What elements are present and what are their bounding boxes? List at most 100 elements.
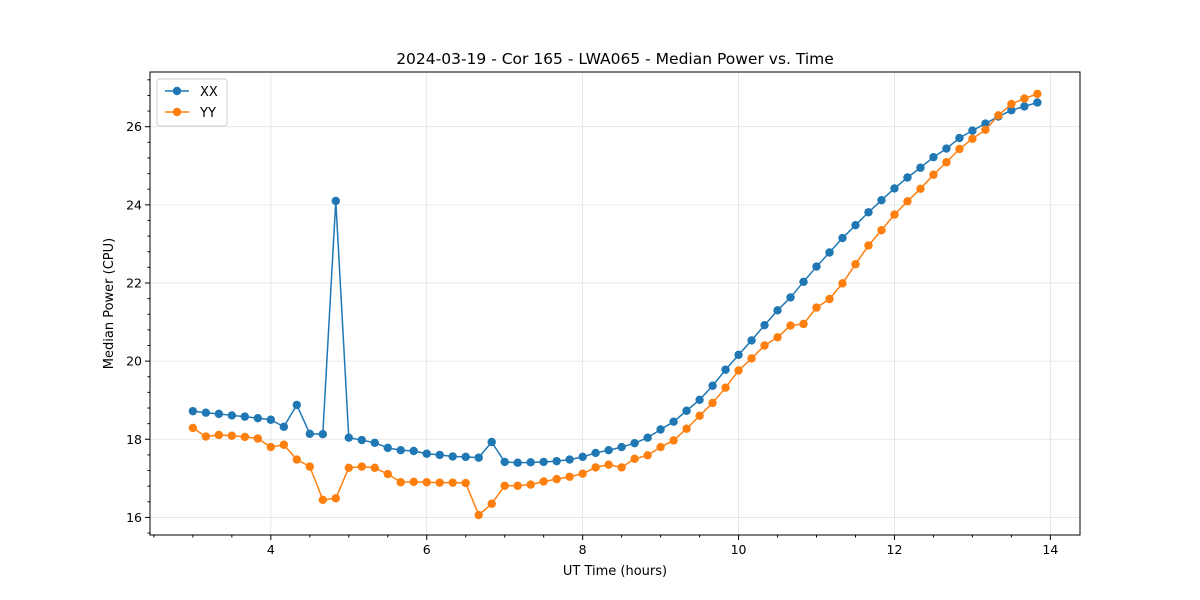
data-point-xx bbox=[279, 422, 289, 431]
data-point-xx bbox=[305, 429, 315, 438]
data-point-xx bbox=[812, 262, 821, 271]
data-point-yy bbox=[227, 431, 237, 440]
data-point-yy bbox=[435, 478, 444, 487]
data-point-yy bbox=[994, 111, 1003, 120]
data-point-yy bbox=[214, 430, 224, 440]
data-point-xx bbox=[591, 448, 600, 458]
data-point-yy bbox=[617, 463, 626, 472]
data-point-yy bbox=[331, 494, 340, 503]
data-point-xx bbox=[266, 415, 276, 424]
data-point-yy bbox=[201, 432, 211, 441]
data-point-yy bbox=[864, 241, 873, 250]
data-point-xx bbox=[877, 195, 886, 205]
data-point-yy bbox=[422, 478, 431, 487]
data-point-xx bbox=[786, 293, 795, 302]
data-point-xx bbox=[552, 456, 561, 466]
data-point-yy bbox=[396, 478, 405, 487]
data-point-yy bbox=[812, 303, 821, 312]
data-point-yy bbox=[708, 398, 717, 408]
data-point-xx bbox=[370, 438, 379, 447]
data-point-yy bbox=[344, 463, 353, 472]
x-tick-label: 12 bbox=[887, 542, 903, 557]
data-point-yy bbox=[851, 260, 860, 269]
data-point-xx bbox=[383, 443, 392, 453]
data-point-yy bbox=[565, 472, 574, 481]
data-point-yy bbox=[825, 294, 834, 304]
data-point-xx bbox=[201, 408, 211, 417]
grid-lines bbox=[150, 72, 1080, 535]
data-point-yy bbox=[721, 383, 730, 392]
data-point-xx bbox=[578, 452, 587, 462]
data-point-xx bbox=[799, 277, 808, 287]
data-point-yy bbox=[682, 424, 691, 433]
data-point-xx bbox=[396, 446, 405, 455]
data-point-yy bbox=[604, 460, 613, 469]
data-point-xx bbox=[955, 133, 964, 143]
x-tick-label: 8 bbox=[579, 542, 587, 557]
data-point-xx bbox=[1033, 98, 1042, 107]
data-point-xx bbox=[747, 336, 756, 345]
data-point-yy bbox=[409, 477, 418, 487]
data-point-yy bbox=[513, 481, 522, 490]
data-point-xx bbox=[656, 425, 665, 434]
data-point-xx bbox=[864, 208, 873, 217]
legend-marker-yy bbox=[172, 107, 182, 117]
data-point-xx bbox=[695, 395, 704, 405]
data-point-xx bbox=[500, 457, 509, 467]
data-point-xx bbox=[487, 437, 496, 447]
data-point-xx bbox=[604, 446, 613, 455]
data-point-xx bbox=[344, 433, 353, 442]
data-point-xx bbox=[1007, 106, 1016, 115]
data-point-xx bbox=[630, 438, 639, 448]
data-point-yy bbox=[760, 341, 769, 350]
data-point-xx bbox=[474, 453, 483, 462]
data-point-xx bbox=[318, 429, 327, 439]
data-point-xx bbox=[435, 450, 444, 460]
axis-ticks: 4 6 8 10 12 14 16 18 20 22 24 26 bbox=[126, 79, 1058, 557]
data-point-xx bbox=[292, 400, 302, 410]
data-point-xx bbox=[526, 458, 535, 467]
y-tick-label: 18 bbox=[126, 432, 142, 447]
data-point-yy bbox=[786, 321, 795, 330]
data-point-xx bbox=[253, 413, 263, 423]
data-point-yy bbox=[877, 226, 886, 235]
data-point-yy bbox=[968, 134, 977, 144]
data-point-yy bbox=[357, 462, 366, 471]
x-axis-label: UT Time (hours) bbox=[563, 564, 667, 579]
data-point-yy bbox=[669, 436, 678, 445]
data-point-xx bbox=[448, 452, 457, 461]
data-point-xx bbox=[1020, 102, 1029, 111]
data-point-yy bbox=[903, 197, 912, 206]
data-point-yy bbox=[734, 366, 743, 375]
data-point-xx bbox=[825, 248, 834, 257]
data-point-yy bbox=[942, 158, 951, 167]
legend: XX YY bbox=[156, 78, 228, 127]
data-point-xx bbox=[669, 417, 678, 426]
data-point-xx bbox=[240, 412, 250, 421]
data-point-yy bbox=[500, 481, 509, 490]
data-point-yy bbox=[643, 451, 652, 460]
data-point-yy bbox=[773, 333, 782, 342]
data-point-yy bbox=[929, 170, 938, 179]
data-point-xx bbox=[357, 435, 366, 445]
data-point-yy bbox=[630, 454, 639, 464]
data-point-yy bbox=[526, 480, 535, 489]
y-tick-label: 22 bbox=[126, 275, 142, 290]
data-point-yy bbox=[279, 440, 289, 449]
data-point-xx bbox=[682, 406, 691, 415]
data-point-yy bbox=[383, 469, 392, 479]
data-point-xx bbox=[929, 152, 938, 162]
data-point-yy bbox=[370, 463, 379, 472]
data-point-xx bbox=[513, 458, 522, 467]
y-tick-label: 16 bbox=[126, 510, 142, 525]
data-point-xx bbox=[890, 184, 899, 193]
legend-label-yy: YY bbox=[199, 106, 216, 121]
data-point-xx bbox=[331, 196, 340, 206]
data-point-yy bbox=[461, 478, 470, 488]
data-point-yy bbox=[292, 455, 302, 464]
data-point-xx bbox=[409, 446, 418, 456]
data-point-xx bbox=[708, 381, 717, 390]
data-point-yy bbox=[240, 432, 250, 442]
data-point-yy bbox=[591, 463, 600, 472]
